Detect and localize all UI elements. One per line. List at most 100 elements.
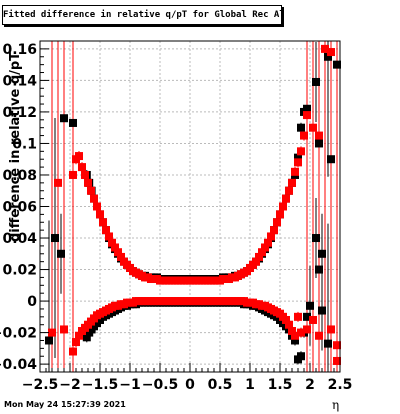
data-point	[291, 331, 299, 340]
data-point	[318, 249, 326, 258]
data-point	[270, 226, 278, 235]
data-point	[51, 234, 59, 243]
data-point	[303, 312, 311, 321]
data-point	[282, 315, 290, 324]
data-point	[90, 194, 98, 203]
data-point	[69, 118, 77, 127]
data-point	[321, 44, 329, 53]
data-point	[82, 333, 91, 342]
data-point	[102, 226, 110, 235]
data-point	[267, 232, 275, 241]
x-tick-label: −2.5	[22, 377, 59, 393]
data-point	[75, 152, 83, 161]
data-point	[111, 243, 119, 252]
data-point	[297, 123, 305, 132]
data-point	[291, 336, 299, 345]
data-point	[255, 252, 263, 261]
x-tick-label: 1.5	[268, 377, 293, 393]
data-point	[327, 155, 335, 164]
markers	[45, 44, 341, 365]
data-point	[300, 131, 308, 140]
data-point	[48, 328, 56, 337]
data-point	[93, 202, 101, 211]
data-point	[45, 336, 53, 345]
data-point	[60, 325, 68, 334]
data-point	[84, 178, 92, 187]
data-point	[324, 52, 332, 61]
data-point	[69, 347, 77, 356]
x-tick-label: −2	[59, 377, 80, 393]
data-point	[294, 153, 302, 162]
data-point	[306, 301, 314, 310]
data-point	[333, 341, 341, 350]
x-tick-label: 2.5	[328, 377, 353, 393]
data-point	[309, 123, 317, 132]
data-point	[318, 306, 326, 315]
y-tick-label: 0.14	[2, 73, 37, 89]
data-point	[294, 158, 302, 167]
y-tick-label: 0.02	[2, 263, 37, 279]
data-point	[264, 238, 272, 247]
x-tick-label: −1.5	[82, 377, 119, 393]
y-tick-label: 0.16	[2, 42, 37, 58]
data-point	[288, 327, 296, 336]
data-point	[288, 178, 296, 187]
data-point	[285, 186, 293, 195]
data-point	[315, 331, 323, 340]
y-tick-label: 0.08	[2, 168, 37, 184]
timestamp: Mon May 24 15:27:39 2021	[4, 400, 126, 409]
data-point	[276, 210, 284, 219]
data-point	[258, 248, 266, 257]
data-point	[96, 210, 104, 219]
data-point	[324, 339, 332, 348]
data-point	[297, 328, 305, 337]
data-point	[294, 312, 302, 321]
y-tick-label: 0.1	[12, 136, 37, 152]
data-point	[282, 194, 290, 203]
y-tick-label: 0.06	[2, 200, 37, 216]
data-point	[297, 147, 305, 156]
y-tick-label: −0.04	[0, 357, 37, 373]
data-point	[87, 186, 95, 195]
y-tick-label: −0.02	[0, 326, 37, 342]
data-point	[117, 252, 125, 261]
data-point	[78, 163, 86, 172]
data-point	[75, 331, 83, 340]
data-point	[81, 170, 89, 179]
data-point	[303, 325, 311, 334]
data-point	[261, 243, 269, 252]
data-point	[297, 352, 305, 361]
data-point	[105, 232, 113, 241]
data-point	[54, 178, 62, 187]
data-point	[252, 257, 260, 266]
data-point	[315, 131, 323, 140]
data-point	[309, 315, 317, 324]
data-point	[327, 48, 335, 57]
x-tick-label: −0.5	[142, 377, 179, 393]
x-tick-label: 1	[245, 377, 255, 393]
data-point	[327, 325, 335, 334]
y-tick-label: 0.04	[2, 231, 37, 247]
data-point	[60, 114, 68, 123]
data-point	[99, 218, 107, 227]
data-point	[273, 218, 281, 227]
data-point	[114, 248, 122, 257]
x-tick-label: −1	[119, 377, 140, 393]
x-tick-label: 0.5	[208, 377, 233, 393]
x-tick-label: 0	[185, 377, 195, 393]
data-point	[303, 111, 311, 120]
data-point	[291, 167, 299, 176]
axes: −2.5−2−1.5−1−0.5 0 0.5 1 1.5 2 2.5 −0.04 −0.02 0 0…	[0, 40, 353, 393]
data-point	[69, 170, 77, 179]
data-point	[333, 60, 341, 69]
data-point	[312, 234, 320, 243]
y-axis-label: difference in relative q/pT	[8, 52, 23, 242]
data-point	[72, 338, 80, 347]
x-tick-label: 2	[305, 377, 315, 393]
data-point	[315, 265, 323, 274]
data-point	[333, 356, 341, 365]
data-point	[279, 202, 287, 211]
data-point	[57, 249, 65, 258]
data-point	[285, 320, 293, 329]
